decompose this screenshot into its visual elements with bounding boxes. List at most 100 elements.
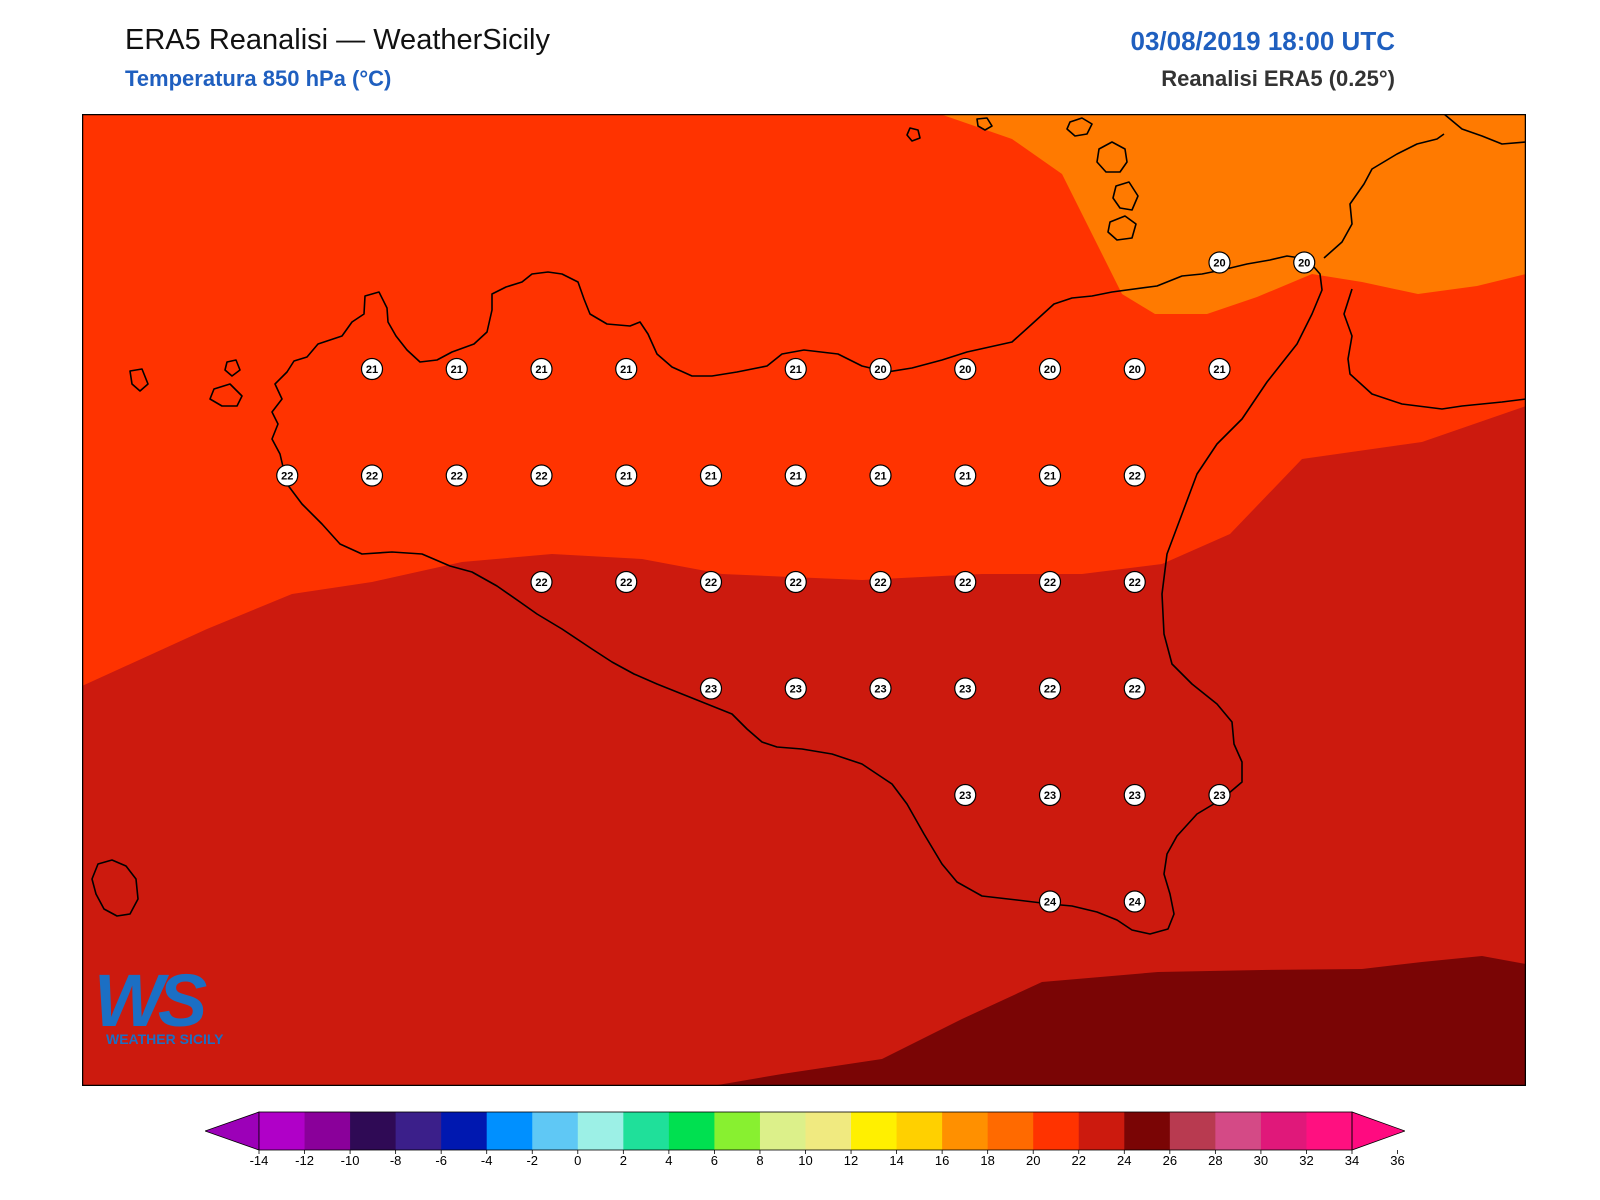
station-value: 21	[1213, 364, 1225, 376]
station-value: 22	[281, 471, 293, 483]
colorbar-ticks: -14 -12 -10 -8 -6 -4 -2 0 2 4 6 8 10 12 14 16 18 20 22 24 26…	[250, 1150, 1405, 1166]
valid-datetime: 03/08/2019 18:00 UTC	[1130, 26, 1395, 56]
station-value: 22	[959, 577, 971, 589]
aeolian-island-alicudi	[976, 117, 993, 131]
station-value: 21	[705, 471, 717, 483]
ustica-island	[906, 127, 921, 142]
station-marker	[1038, 570, 1062, 594]
station-value: 22	[535, 577, 547, 589]
station-marker	[954, 570, 977, 594]
station-value: 22	[1129, 684, 1141, 696]
colorbar-tick-label: 18	[980, 1153, 994, 1166]
pantelleria-island	[91, 859, 139, 917]
temperature-map: 21 21 21 21 21 20 20 20 20 21 20 20 22 22 22 22 21 21 21 21…	[82, 114, 1526, 1086]
colorbar-segment	[714, 1112, 761, 1150]
station-marker	[360, 464, 384, 487]
station-value: 24	[1044, 897, 1057, 909]
station-marker	[530, 357, 553, 381]
colorbar-segment	[441, 1112, 488, 1150]
colorbar-tick-label: 28	[1208, 1153, 1222, 1166]
colorbar-segment	[486, 1112, 533, 1150]
station-marker	[869, 570, 892, 594]
egadi-island-favignana	[209, 383, 243, 407]
station-marker	[276, 464, 299, 487]
station-value: 20	[1213, 258, 1225, 270]
colorbar-tick-label: 4	[665, 1153, 672, 1166]
station-marker	[1123, 890, 1146, 913]
station-value: 22	[535, 471, 547, 483]
colorbar-segment	[1078, 1112, 1125, 1150]
station-marker	[615, 570, 638, 594]
colorbar-segment	[759, 1112, 806, 1150]
station-value: 23	[1129, 790, 1141, 802]
map-frame	[82, 114, 1526, 1086]
colorbar: -14 -12 -10 -8 -6 -4 -2 0 2 4 6 8 10 12 14 16 18 20 22 24 26…	[205, 1111, 1405, 1166]
station-value: 22	[620, 577, 632, 589]
colorbar-segment	[1124, 1112, 1171, 1150]
colorbar-tick-label: -14	[250, 1153, 269, 1166]
station-value: 23	[959, 684, 971, 696]
colorbar-segment	[987, 1112, 1034, 1150]
station-marker	[445, 464, 468, 487]
station-markers: 21 21 21 21 21 20 20 20 20 21 20 20 22 22 22 22 21 21 21 21…	[276, 251, 1316, 913]
station-marker	[954, 357, 977, 381]
colorbar-segment	[1033, 1112, 1080, 1150]
colorbar-tick-label: 22	[1072, 1153, 1086, 1166]
colorbar-tick-label: 20	[1026, 1153, 1040, 1166]
colorbar-tick-label: 32	[1299, 1153, 1313, 1166]
colorbar-segment	[1169, 1112, 1216, 1150]
colorbar-segment	[395, 1112, 442, 1150]
station-marker	[869, 464, 892, 487]
station-marker	[699, 464, 723, 487]
colorbar-segment	[896, 1112, 943, 1150]
colorbar-segment	[350, 1112, 397, 1150]
station-value: 20	[1129, 364, 1141, 376]
station-value: 23	[1044, 790, 1056, 802]
station-value: 23	[790, 684, 802, 696]
colorbar-tick-label: 26	[1163, 1153, 1177, 1166]
aeolian-island-lipari	[1112, 181, 1139, 211]
station-marker	[445, 357, 468, 381]
station-value: 22	[790, 577, 802, 589]
station-value: 21	[1044, 471, 1056, 483]
station-value: 22	[1129, 471, 1141, 483]
aeolian-island-vulcano	[1107, 215, 1137, 241]
colorbar-tick-label: -8	[390, 1153, 402, 1166]
station-marker	[784, 677, 807, 700]
station-marker	[869, 357, 892, 381]
station-marker	[1208, 783, 1231, 807]
map-subtitle: Temperatura 850 hPa (°C)	[125, 66, 392, 91]
colorbar-segment	[805, 1112, 852, 1150]
colorbar-tick-label: 12	[844, 1153, 858, 1166]
colorbar-segment	[1306, 1112, 1353, 1150]
coastline	[91, 114, 1526, 935]
station-value: 24	[1129, 897, 1142, 909]
station-marker	[1123, 357, 1146, 381]
station-marker	[699, 677, 723, 700]
station-value: 21	[790, 471, 802, 483]
sicily-coast	[271, 255, 1323, 935]
colorbar-segment	[532, 1112, 579, 1150]
colorbar-segment	[304, 1112, 351, 1150]
station-marker	[530, 464, 553, 487]
station-marker	[1208, 251, 1231, 274]
colorbar-tick-label: 0	[574, 1153, 581, 1166]
station-value: 23	[874, 684, 886, 696]
station-marker	[1038, 783, 1062, 807]
station-marker	[1123, 464, 1146, 487]
station-marker	[615, 464, 638, 487]
colorbar-tick-label: 8	[756, 1153, 763, 1166]
colorbar-tick-label: -4	[481, 1153, 493, 1166]
station-marker	[1038, 677, 1062, 700]
data-source: Reanalisi ERA5 (0.25°)	[1161, 66, 1395, 91]
colorbar-segment	[577, 1112, 624, 1150]
station-marker	[784, 464, 807, 487]
colorbar-tick-label: -12	[295, 1153, 314, 1166]
station-marker	[954, 783, 977, 807]
station-marker	[1123, 570, 1146, 594]
station-marker	[869, 677, 892, 700]
colorbar-tick-label: 2	[620, 1153, 627, 1166]
station-value: 21	[535, 364, 547, 376]
colorbar-tick-label: 36	[1390, 1153, 1404, 1166]
colorbar-tick-label: 24	[1117, 1153, 1131, 1166]
